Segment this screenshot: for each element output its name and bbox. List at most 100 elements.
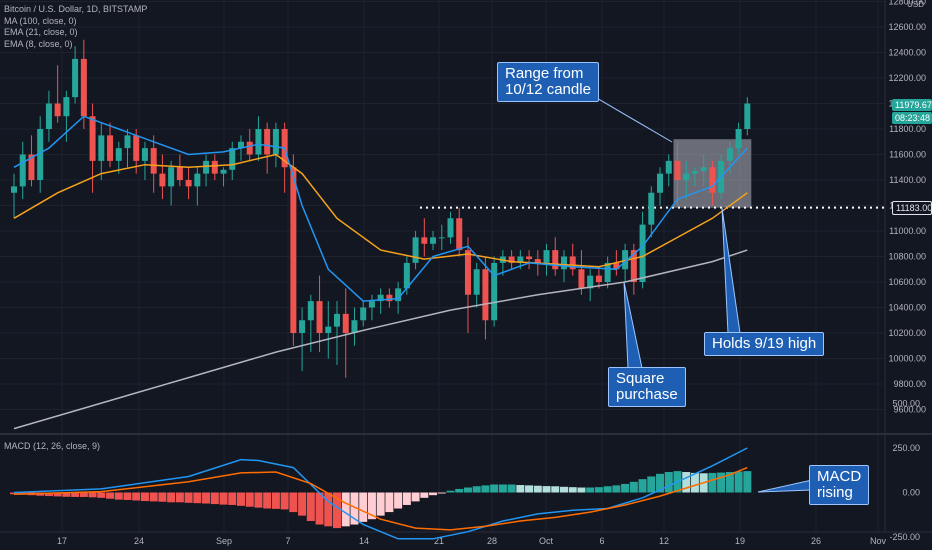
candle-body — [377, 294, 384, 302]
legend-ma100: MA (100, close, 0) — [4, 15, 77, 26]
macd-histogram-bar — [647, 476, 656, 493]
candle-body — [334, 313, 341, 327]
chart-legend: Bitcoin / U.S. Dollar, 1D, BITSTAMP MA (… — [4, 4, 147, 50]
currency-label: USD — [907, 0, 924, 9]
candle-body — [141, 148, 148, 161]
macd-axis-label: 0.00 — [902, 488, 920, 498]
macd-histogram-bar — [289, 492, 298, 513]
time-axis-label: Nov — [870, 536, 887, 546]
candle-body — [89, 116, 96, 161]
macd-histogram-bar — [586, 487, 595, 493]
candle-body — [115, 148, 122, 161]
callout-macd-line2: rising — [817, 484, 853, 501]
macd-histogram-bar — [533, 485, 542, 493]
time-axis-label: 17 — [57, 536, 67, 546]
macd-histogram-bar — [577, 487, 586, 493]
candle-body — [72, 58, 79, 98]
macd-histogram-bar — [743, 471, 752, 493]
candle-body — [45, 103, 52, 129]
candle-body — [246, 141, 253, 155]
macd-histogram-bar — [245, 492, 254, 507]
candle-body — [482, 269, 489, 321]
candle-body — [159, 173, 166, 187]
candle-body — [290, 167, 297, 333]
candle-body — [80, 58, 87, 117]
macd-histogram-bar — [542, 486, 551, 493]
macd-histogram-bar — [656, 473, 665, 493]
macd-histogram-bar — [463, 487, 472, 493]
macd-histogram-bar — [53, 492, 62, 497]
candle-body — [700, 167, 707, 172]
macd-histogram-bar — [359, 492, 368, 522]
countdown-tag: 08:23:48 — [892, 112, 932, 124]
candle-body — [107, 135, 114, 161]
macd-histogram-bar — [420, 492, 429, 498]
legend-ema8: EMA (8, close, 0) — [4, 38, 73, 49]
macd-histogram-bar — [446, 490, 455, 493]
macd-axis-label: -250.00 — [889, 532, 920, 542]
macd-histogram-bar — [472, 486, 481, 493]
candle-body — [229, 148, 236, 170]
candle-body — [220, 169, 227, 174]
candle-body — [613, 262, 620, 270]
candle-body — [665, 160, 672, 174]
candle-body — [526, 256, 533, 260]
candle-body — [473, 269, 480, 295]
macd-histogram-bar — [603, 486, 612, 493]
candle-body — [622, 250, 629, 270]
macd-histogram-bar — [298, 492, 307, 516]
price-axis-label: 10200.00 — [888, 328, 926, 338]
macd-histogram-bar — [280, 492, 289, 510]
candle-body — [543, 250, 550, 263]
ema8-line — [13, 115, 748, 302]
macd-histogram-bar — [594, 487, 603, 493]
candle-body — [604, 262, 611, 282]
macd-histogram-bar — [551, 486, 560, 493]
macd-histogram-bar — [394, 492, 403, 509]
candle-body — [19, 154, 26, 187]
macd-histogram-bar — [455, 488, 464, 493]
callout-macd-line1: MACD — [817, 468, 862, 485]
macd-histogram-bar — [62, 492, 71, 497]
ma100-line — [13, 249, 748, 430]
candle-body — [351, 320, 358, 333]
macd-histogram-bar — [210, 492, 219, 505]
macd-histogram-bar — [315, 492, 324, 525]
candle-body — [735, 129, 742, 149]
price-axis-label: 12800.00 — [888, 0, 926, 7]
time-axis-label: Oct — [539, 536, 554, 546]
macd-histogram-bar — [507, 484, 516, 493]
macd-histogram-bar — [734, 471, 743, 493]
time-axis-label: 24 — [134, 536, 144, 546]
time-axis-label: 6 — [599, 536, 604, 546]
price-axis-label: 12600.00 — [888, 22, 926, 32]
candle-body — [464, 250, 471, 295]
macd-histogram-bar — [88, 492, 97, 498]
candle-body — [508, 256, 515, 263]
callout-square: Square purchase — [608, 367, 686, 407]
price-axis-label: 10400.00 — [888, 303, 926, 313]
candle-body — [307, 301, 314, 321]
macd-histogram-bar — [193, 492, 202, 504]
macd-axis-label: 250.00 — [892, 443, 920, 453]
macd-histogram-bar — [621, 483, 630, 493]
candle-body — [124, 135, 131, 149]
macd-histogram-bar — [682, 472, 691, 493]
candle-body — [595, 275, 602, 282]
macd-histogram-bar — [184, 492, 193, 503]
candle-body — [37, 129, 44, 180]
candle-body — [368, 301, 375, 308]
macd-histogram-bar — [568, 487, 577, 493]
macd-histogram-bar — [254, 492, 263, 508]
callout-range-line1: Range from — [505, 65, 584, 82]
candle-body — [133, 135, 140, 161]
candle-body — [54, 103, 61, 117]
legend-ema21: EMA (21, close, 0) — [4, 27, 78, 37]
macd-histogram-bar — [114, 492, 123, 500]
macd-histogram-bar — [350, 492, 359, 525]
time-axis-label: 21 — [434, 536, 444, 546]
candle-body — [360, 307, 367, 321]
macd-histogram-bar — [437, 492, 446, 494]
candle-body — [237, 141, 244, 149]
